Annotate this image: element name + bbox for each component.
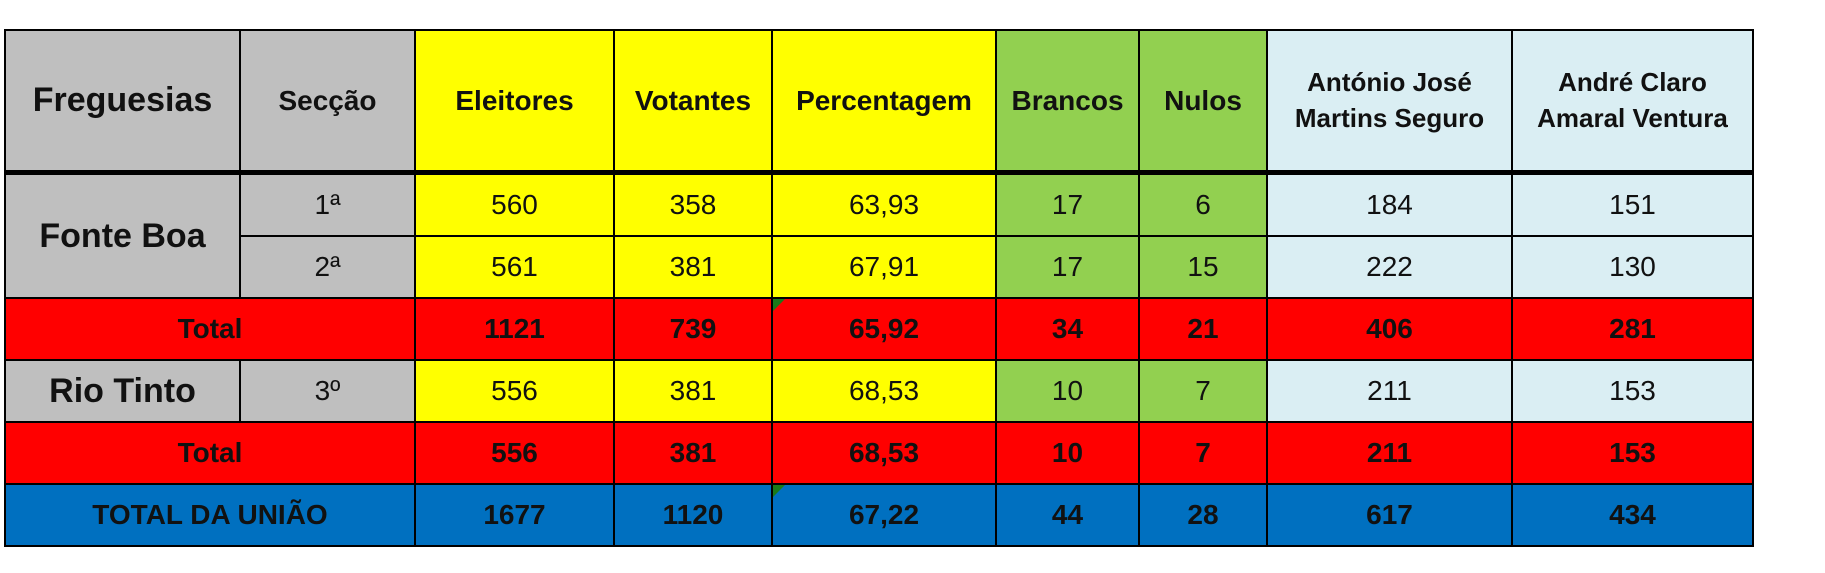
cell-value: 560 — [414, 171, 615, 237]
column-header: Percentagem — [771, 29, 997, 175]
cell-value: 67,91 — [771, 235, 997, 299]
cell-value: 211 — [1266, 421, 1513, 485]
column-header: André Claro Amaral Ventura — [1511, 29, 1754, 175]
cell-value: 44 — [995, 483, 1140, 547]
freguesia: Fonte Boa — [4, 171, 241, 299]
cell-value: 10 — [995, 359, 1140, 423]
table-row: Fonte Boa 1ª 560 358 63,93 17 6 184 151 — [4, 171, 1754, 299]
cell-value: 1121 — [414, 297, 615, 361]
cell-value: 381 — [613, 359, 773, 423]
cell-value: 15 — [1138, 235, 1268, 299]
header-row: Freguesias Secção Eleitores Votantes Percent… — [4, 29, 1754, 175]
cell-value: 281 — [1511, 297, 1754, 361]
cell-marker — [773, 485, 785, 497]
cell-value: 151 — [1511, 171, 1754, 237]
total-label: Total — [4, 421, 416, 485]
seccao: 2ª — [239, 235, 416, 299]
table-row: Total 1121 739 65,92 34 21 406 281 — [4, 297, 1754, 361]
cell-value: 68,53 — [771, 359, 997, 423]
cell-value: 381 — [613, 235, 773, 299]
cell-value: 1677 — [414, 483, 615, 547]
cell-value: 153 — [1511, 421, 1754, 485]
cell-value: 561 — [414, 235, 615, 299]
cell-value: 556 — [414, 359, 615, 423]
cell-value: 211 — [1266, 359, 1513, 423]
cell-value: 130 — [1511, 235, 1754, 299]
table-row: Total 556 381 68,53 10 7 211 153 — [4, 421, 1754, 485]
cell-value: 381 — [613, 421, 773, 485]
cell-value: 10 — [995, 421, 1140, 485]
cell-value: 7 — [1138, 359, 1268, 423]
cell-value: 34 — [995, 297, 1140, 361]
table-row: 2ª 561 381 67,91 17 15 222 130 — [5, 235, 1754, 299]
cell-value: 63,93 — [771, 171, 997, 237]
column-header: Brancos — [995, 29, 1140, 175]
freguesia: Rio Tinto — [4, 359, 241, 423]
cell-value: 358 — [613, 171, 773, 237]
cell-value: 184 — [1266, 171, 1513, 237]
cell-value: 556 — [414, 421, 615, 485]
cell-value: 739 — [613, 297, 773, 361]
total-label: TOTAL DA UNIÃO — [4, 483, 416, 547]
cell-value: 65,92 — [771, 297, 997, 361]
cell-value: 1120 — [613, 483, 773, 547]
column-header: Nulos — [1138, 29, 1268, 175]
cell-value: 434 — [1511, 483, 1754, 547]
cell-value: 617 — [1266, 483, 1513, 547]
column-header: Eleitores — [414, 29, 615, 175]
cell-value: 17 — [995, 171, 1140, 237]
cell-value: 222 — [1266, 235, 1513, 299]
table-row: TOTAL DA UNIÃO 1677 1120 67,22 44 28 617 434 — [4, 483, 1754, 547]
cell-value: 406 — [1266, 297, 1513, 361]
results-table: Freguesias Secção Eleitores Votantes Percent… — [4, 29, 1754, 547]
total-label: Total — [4, 297, 416, 361]
cell-value: 28 — [1138, 483, 1268, 547]
cell-value: 21 — [1138, 297, 1268, 361]
column-header: António José Martins Seguro — [1266, 29, 1513, 175]
table-row: Rio Tinto 3º 556 381 68,53 10 7 211 153 — [4, 359, 1754, 423]
cell-value: 7 — [1138, 421, 1268, 485]
cell-value: 17 — [995, 235, 1140, 299]
cell-value: 68,53 — [771, 421, 997, 485]
seccao: 1ª — [239, 171, 416, 237]
cell-value: 67,22 — [771, 483, 997, 547]
seccao: 3º — [239, 359, 416, 423]
column-header: Secção — [239, 29, 416, 175]
table-body: Fonte Boa 1ª 560 358 63,93 17 6 184 151 2ª 561 381 6… — [4, 171, 1754, 547]
cell-value: 6 — [1138, 171, 1268, 237]
cell-value: 153 — [1511, 359, 1754, 423]
column-header: Freguesias — [4, 29, 241, 175]
column-header: Votantes — [613, 29, 773, 175]
cell-marker — [773, 299, 785, 311]
